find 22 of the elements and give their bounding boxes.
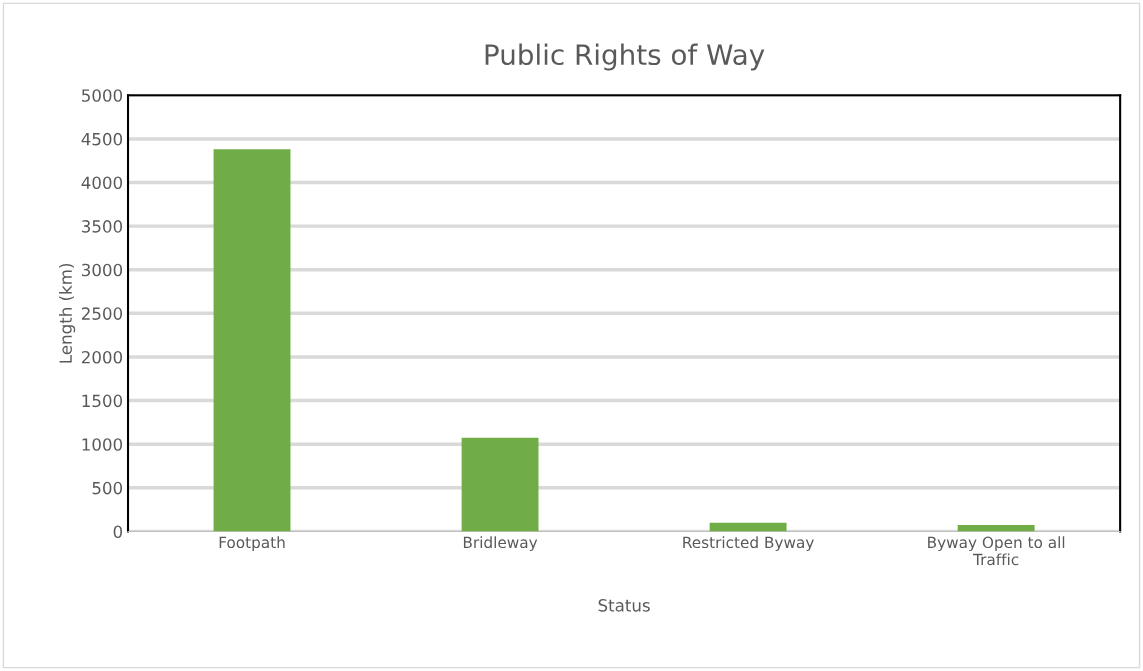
x-tick-label: Bridleway [463, 536, 538, 552]
x-tick-label: Restricted Byway [683, 536, 814, 552]
bar [461, 437, 539, 532]
y-tick-label: 1500 [82, 394, 123, 408]
bar [213, 149, 291, 532]
bar [709, 522, 787, 532]
y-tick-label: 5000 [82, 89, 123, 102]
y-tick-label: 3000 [82, 263, 123, 277]
x-axis-title: Status [598, 599, 650, 612]
y-tick-label: 4000 [81, 176, 123, 190]
y-tick-label: 3500 [82, 220, 123, 233]
x-tick-label: Footpath [219, 536, 285, 552]
bar [957, 524, 1035, 532]
y-tick-label: 2500 [81, 307, 123, 320]
x-tick-label: Byway Open to all Traffic [928, 536, 1065, 566]
y-axis-title: Length (km) [59, 263, 76, 363]
y-tick-label: 2000 [81, 350, 123, 364]
y-tick-label: 4500 [81, 132, 123, 146]
y-tick-label: 1000 [82, 438, 123, 451]
chart-title: Public Rights of Way [485, 43, 765, 71]
y-tick-label: 0 [113, 525, 123, 538]
y-tick-label: 500 [92, 481, 123, 495]
